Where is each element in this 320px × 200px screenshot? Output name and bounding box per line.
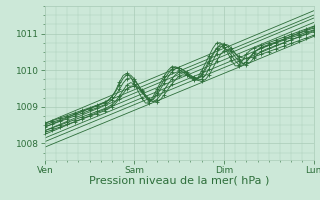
X-axis label: Pression niveau de la mer( hPa ): Pression niveau de la mer( hPa ): [89, 176, 269, 186]
